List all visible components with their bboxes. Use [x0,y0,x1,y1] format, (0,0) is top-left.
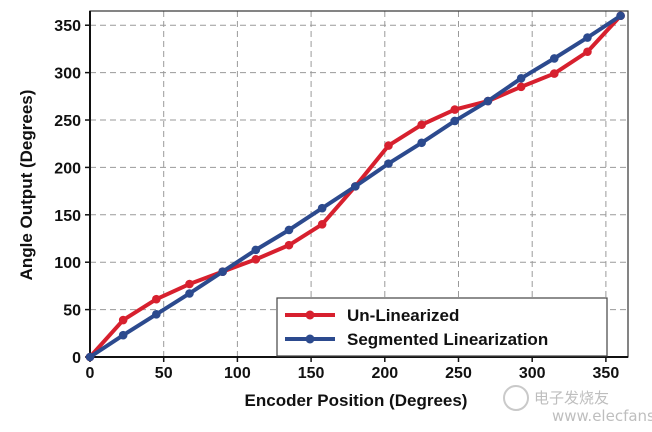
data-point [450,116,460,126]
data-point [317,203,327,213]
legend-item: Segmented Linearization [285,330,548,349]
x-tick-label: 50 [155,365,173,382]
data-point [317,219,327,229]
legend-label: Segmented Linearization [347,330,548,349]
y-tick-label: 100 [54,255,81,272]
x-tick-label: 100 [224,365,251,382]
y-axis-title: Angle Output (Degrees) [17,90,36,281]
data-point [85,352,95,362]
x-axis-title: Encoder Position (Degrees) [245,391,468,410]
y-tick-label: 200 [54,160,81,177]
data-point [384,141,393,150]
y-tick-label: 250 [54,113,81,130]
data-point [384,159,393,168]
data-point [284,225,294,235]
watermark: 电子发烧友 www.elecfans.com [503,385,652,425]
data-point [118,330,128,340]
data-point [118,315,128,325]
data-point [616,11,625,21]
data-point [218,267,227,276]
data-point [583,33,592,42]
data-point [516,82,526,92]
data-point [550,54,559,63]
legend-label: Un-Linearized [347,306,459,325]
data-point [483,96,493,106]
series-segmented-linearization [85,11,625,362]
x-tick-label: 300 [519,365,546,382]
watermark-text: 电子发烧友 [534,389,609,407]
watermark-subtext: www.elecfans.com [552,407,652,425]
axes: 0 50 100 150 200 250 300 350 0 50 100 150 200 250 300 3… [54,10,629,382]
data-point [284,240,294,250]
watermark-logo-icon [503,385,529,411]
x-tick-label: 350 [593,365,620,382]
data-point [251,255,261,264]
x-tick-label: 150 [298,365,325,382]
data-point [417,138,426,148]
legend-box [276,297,608,357]
y-tick-label: 300 [54,66,81,83]
y-tick-label: 350 [54,18,81,35]
data-point [516,74,526,83]
x-tick-label: 250 [445,365,472,382]
x-tick-label: 0 [86,365,95,382]
legend-swatch-marker [305,310,315,320]
data-point [185,289,194,298]
y-tick-label: 150 [54,208,81,225]
data-series [85,11,625,362]
data-point [550,69,559,78]
y-tick-label: 0 [72,350,81,367]
legend-item: Un-Linearized [285,306,459,325]
legend: Un-Linearized Segmented Linearization [276,297,608,357]
data-point [417,120,426,130]
data-point [583,47,592,57]
x-tick-label: 200 [371,365,398,382]
y-tick-label: 50 [63,303,81,320]
data-point [450,105,460,114]
data-point [152,310,161,319]
legend-swatch-marker [305,334,315,344]
data-point [152,294,161,304]
data-point [251,245,261,255]
data-point [185,279,194,289]
data-point [351,182,360,191]
grid-lines [90,11,628,357]
